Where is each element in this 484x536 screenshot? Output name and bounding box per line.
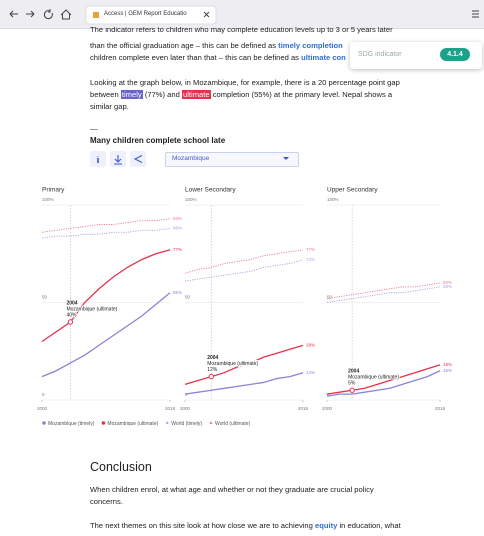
y-tick-label: 50 — [327, 295, 333, 300]
value-label: 72% — [306, 257, 315, 262]
series-line — [42, 250, 170, 342]
panel-title: Lower Secondary — [185, 187, 236, 194]
legend-label: World (ultimate) — [215, 421, 251, 427]
value-label: 14% — [306, 370, 315, 375]
text-line: The next themes on this site look at how… — [90, 521, 401, 531]
series-line — [42, 219, 170, 233]
series-line — [327, 283, 440, 299]
series-line — [42, 293, 170, 377]
series-line — [185, 260, 303, 281]
legend-marker — [166, 422, 168, 424]
annotation-point — [350, 388, 354, 392]
x-tick-label: 2018 — [165, 406, 176, 411]
y-tick-label: 0 — [42, 392, 45, 397]
value-label: 15% — [443, 368, 452, 373]
value-label: 93% — [173, 216, 182, 221]
panel-title: Upper Secondary — [327, 187, 378, 194]
value-label: 88% — [173, 226, 182, 231]
x-tick-label: 2000 — [37, 406, 48, 411]
y-tick-label: 50 — [42, 295, 48, 300]
text: The next themes on this site look at how… — [90, 521, 313, 530]
panel-title: Primary — [42, 187, 65, 194]
series-line — [185, 373, 303, 394]
value-label: 55% — [173, 290, 182, 295]
legend-label: Mozambique (timely) — [48, 421, 95, 427]
series-line — [185, 250, 303, 273]
legend-label: World (timely) — [171, 421, 202, 427]
y-tick-label: 50 — [185, 295, 191, 300]
legend-marker — [210, 422, 212, 424]
x-tick-label: 2018 — [435, 406, 446, 411]
section-heading: Conclusion — [90, 460, 152, 475]
y-tick-label: 100% — [327, 197, 339, 202]
value-label: 18% — [443, 362, 452, 367]
x-tick-label: 2000 — [180, 406, 191, 411]
legend-marker — [42, 421, 46, 425]
value-label: 60% — [443, 280, 452, 285]
value-label: 77% — [173, 247, 182, 252]
value-label: 28% — [306, 343, 315, 348]
annotation-value: 12% — [207, 367, 218, 373]
annotation-value: 40% — [66, 312, 77, 318]
value-label: 77% — [306, 247, 315, 252]
y-tick-label: 100% — [185, 197, 197, 202]
link[interactable]: equity — [315, 521, 337, 530]
series-line — [327, 287, 440, 303]
y-tick-label: 100% — [42, 197, 54, 202]
text-line: When children enrol, at what age and whe… — [90, 485, 374, 495]
text-line: concerns. — [90, 497, 123, 507]
page: Access | GEM Report Educatio The indicat… — [0, 0, 484, 536]
annotation-value: 5% — [348, 381, 356, 387]
annotation-point — [68, 320, 72, 324]
text: in education, what — [340, 521, 401, 530]
annotation-point — [209, 374, 213, 378]
legend-marker — [102, 421, 106, 425]
legend-label: Mozambique (ultimate) — [107, 421, 158, 427]
annotation-series: Mozambique (ultimate) — [348, 375, 399, 381]
x-tick-label: 2000 — [322, 406, 333, 411]
x-tick-label: 2018 — [298, 406, 309, 411]
